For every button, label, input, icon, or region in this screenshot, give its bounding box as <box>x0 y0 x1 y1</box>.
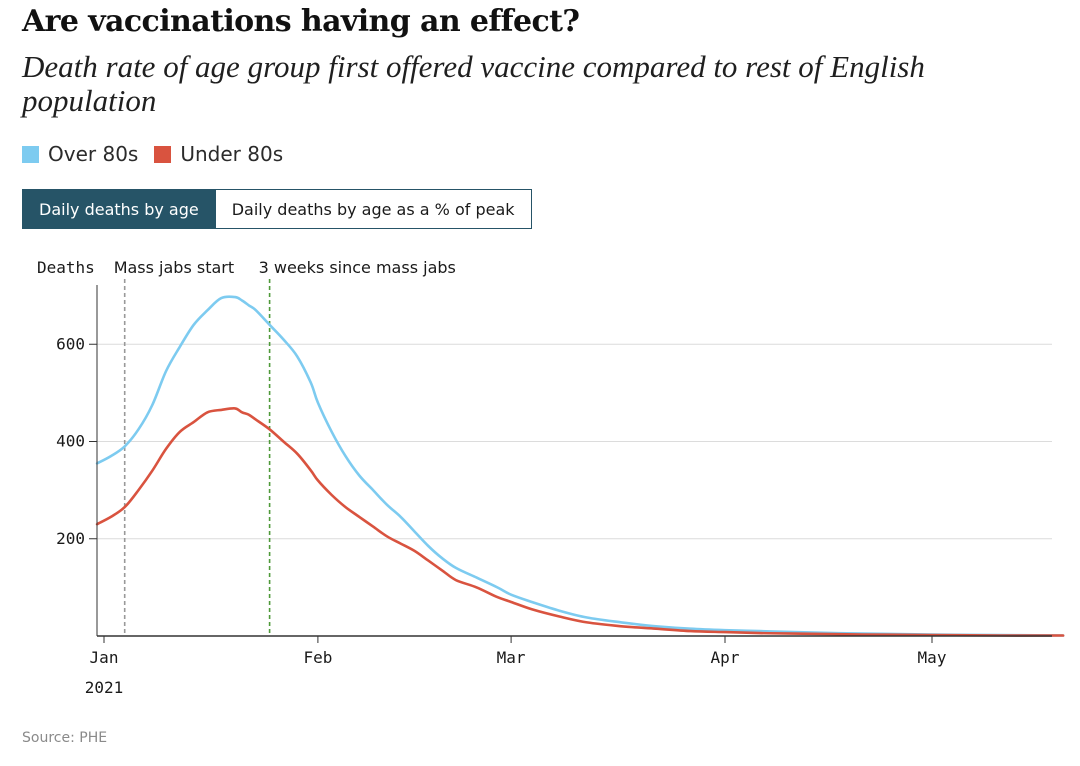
legend-label-under80: Under 80s <box>180 142 284 166</box>
y-tick-label-600: 600 <box>56 334 85 353</box>
legend-swatch-over80 <box>22 145 39 163</box>
x-tick-label-feb: Feb <box>303 648 332 667</box>
y-tick-label-200: 200 <box>56 529 85 548</box>
x-tick-label-may: May <box>918 648 947 667</box>
legend-swatch-under80 <box>154 145 172 163</box>
chart-subtitle: Death rate of age group first offered va… <box>22 49 925 118</box>
legend-item-over80: Over 80s <box>22 142 138 166</box>
legend-item-under80: Under 80s <box>154 142 283 166</box>
tab-daily-deaths-percent-of-peak[interactable]: Daily deaths by age as a % of peak <box>215 189 532 229</box>
view-toggle: Daily deaths by age Daily deaths by age … <box>22 189 532 229</box>
source-note: Source: PHE <box>22 730 108 746</box>
y-axis-title: Deaths <box>37 258 95 277</box>
x-tick-label-apr: Apr <box>711 648 740 667</box>
annotations: Mass jabs start 3 weeks since mass jabs <box>114 258 456 636</box>
chart-title: Are vaccinations having an effect? <box>22 4 580 39</box>
y-tick-label-400: 400 <box>56 432 85 451</box>
axes: Deaths 2021 200 400 600 Jan Feb Mar Apr May <box>37 258 1052 697</box>
series-lines <box>95 295 1065 637</box>
legend-label-over80: Over 80s <box>48 142 139 166</box>
legend: Over 80s Under 80s <box>22 142 299 166</box>
tab-daily-deaths-by-age[interactable]: Daily deaths by age <box>22 189 216 229</box>
series-line-over-80s <box>95 295 1065 637</box>
series-line-under-80s <box>95 407 1065 637</box>
gridlines <box>97 343 1052 540</box>
x-axis-year-label: 2021 <box>85 678 124 697</box>
annotation-label-1: 3 weeks since mass jabs <box>259 258 456 277</box>
annotation-label-0: Mass jabs start <box>114 258 234 277</box>
x-tick-label-mar: Mar <box>497 648 526 667</box>
x-tick-label-jan: Jan <box>90 648 119 667</box>
